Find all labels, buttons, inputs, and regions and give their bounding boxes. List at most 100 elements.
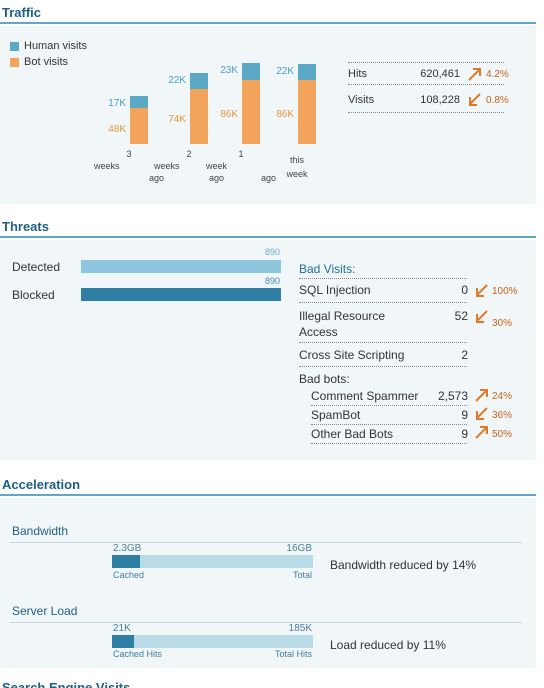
bar-human-0 [130, 95, 148, 109]
arrow-up-icon [475, 389, 488, 402]
stat-hits: Hits 620,461 4.2% [348, 68, 509, 81]
acceleration-header: Acceleration [0, 472, 536, 496]
bv-xss-label: Cross Site Scripting [299, 348, 405, 362]
arrow-up-icon [468, 68, 481, 81]
bar-bot-label-2: 86K [220, 108, 238, 120]
bad-visits-title: Bad Visits: [299, 262, 356, 276]
arrow-up-icon [475, 426, 488, 439]
bandwidth-total-value: 16GB [286, 543, 312, 554]
legend-human: Human visits [10, 38, 87, 54]
bandwidth-bar-fill [112, 555, 141, 568]
bb-other-label: Other Bad Bots [311, 427, 394, 441]
bb-divider-0 [311, 405, 467, 406]
detected-bar [81, 260, 281, 273]
bv-sql-change: 100% [492, 286, 518, 297]
bb-divider-1 [311, 424, 467, 425]
server-load-bar-track [112, 635, 313, 648]
server-load-label: Server Load [12, 604, 78, 618]
detected-value: 890 [264, 247, 280, 257]
server-load-total-label: Total Hits [274, 649, 312, 659]
bb-comment-label: Comment Spammer [311, 389, 419, 403]
threats-title: Threats [2, 219, 49, 234]
acceleration-panel: Bandwidth 2.3GB 16GB Cached Total Bandwi… [0, 498, 536, 668]
bar-bot-label-3: 86K [276, 108, 294, 120]
detected-label: Detected [12, 260, 61, 274]
bb-other-change: 50% [492, 429, 513, 440]
x-label-line: ago [260, 173, 276, 183]
legend-human-swatch [10, 41, 19, 51]
bar-bot-label-1: 74K [168, 113, 186, 125]
bar-human-label-3: 22K [276, 66, 294, 78]
bv-sql-value: 0 [461, 283, 468, 297]
server-load-bar-fill [112, 635, 135, 648]
x-label-line: ago [208, 173, 224, 183]
bb-spambot-change: 36% [492, 410, 513, 421]
x-label-line: 3 [126, 149, 132, 159]
blocked-bar [81, 288, 281, 301]
bandwidth-cached-value: 2.3GB [113, 543, 142, 554]
bandwidth-divider [10, 542, 522, 543]
bb-comment-value: 2,573 [437, 389, 468, 403]
server-load-cached-label: Cached Hits [113, 649, 163, 659]
bar-human-2 [242, 63, 260, 81]
server-load-total-value: 185K [288, 623, 312, 634]
traffic-header: Traffic [0, 0, 536, 24]
search-engine-visits-title: Search Engine Visits [2, 680, 131, 688]
stat-visits-value: 108,228 [420, 94, 460, 106]
bar-bot-3 [298, 80, 316, 144]
x-label-3: this week [262, 148, 332, 180]
bandwidth-total-label: Total [292, 570, 312, 580]
bar-bot-0 [130, 108, 148, 144]
bandwidth-cached-label: Cached [113, 570, 145, 580]
legend-bot-swatch [10, 57, 19, 67]
x-label-0: 3 weeks ago [94, 148, 164, 184]
bar-human-1 [190, 72, 208, 90]
x-label-line: week [206, 161, 228, 171]
bv-xss-value: 2 [461, 348, 468, 362]
bar-bot-2 [242, 80, 260, 144]
x-label-line: ago [148, 173, 164, 183]
blocked-value: 890 [264, 276, 280, 286]
server-load-cached-value: 21K [113, 623, 131, 634]
stats-divider-mid [348, 84, 504, 85]
bv-divider-2 [299, 342, 467, 343]
threats-header: Threats [0, 214, 536, 238]
arrow-down-icon [476, 310, 488, 323]
bad-bots-title: Bad bots: [299, 372, 350, 386]
arrow-down-icon [476, 284, 488, 297]
traffic-panel: Human visits Bot visits 17K 48K 3 weeks ago 2… [0, 26, 536, 204]
x-label-line: weeks [154, 161, 180, 171]
stat-hits-value: 620,461 [420, 68, 460, 80]
blocked-label: Blocked [12, 288, 55, 302]
bar-bot-1 [190, 89, 208, 144]
stats-divider-top [348, 62, 504, 63]
x-label-line: 1 [238, 149, 244, 159]
traffic-legend: Human visits Bot visits [10, 38, 87, 70]
arrow-down-icon [469, 93, 481, 106]
bv-divider-0 [299, 278, 467, 279]
traffic-title: Traffic [2, 5, 42, 20]
x-label-2: 1 week ago [206, 148, 276, 184]
bv-divider-3 [299, 366, 467, 367]
bar-human-label-0: 17K [108, 97, 126, 109]
stat-hits-label: Hits [348, 68, 367, 80]
x-label-line: this [289, 155, 304, 165]
stat-visits: Visits 108,228 0.8% [348, 93, 509, 106]
x-label-line: weeks [94, 161, 120, 171]
x-label-line: 2 [186, 149, 192, 159]
stats-divider-bottom [348, 112, 504, 113]
x-label-line: week [286, 169, 308, 179]
bb-spambot-label: SpamBot [311, 408, 361, 422]
bv-sql-label: SQL Injection [299, 283, 371, 297]
bar-human-3 [298, 64, 316, 81]
bv-divider-1 [299, 302, 467, 303]
stat-visits-label: Visits [348, 94, 375, 106]
bv-illegal-change: 30% [492, 318, 513, 329]
threats-panel: Detected 890 Blocked 890 Bad Visits: SQL… [0, 240, 536, 460]
bar-human-label-2: 23K [220, 65, 238, 77]
bb-other-value: 9 [461, 427, 468, 441]
legend-human-label: Human visits [24, 40, 87, 52]
bv-illegal-label-1: Illegal Resource [299, 309, 386, 323]
legend-bot-label: Bot visits [24, 56, 69, 68]
bar-human-label-1: 22K [168, 74, 186, 86]
